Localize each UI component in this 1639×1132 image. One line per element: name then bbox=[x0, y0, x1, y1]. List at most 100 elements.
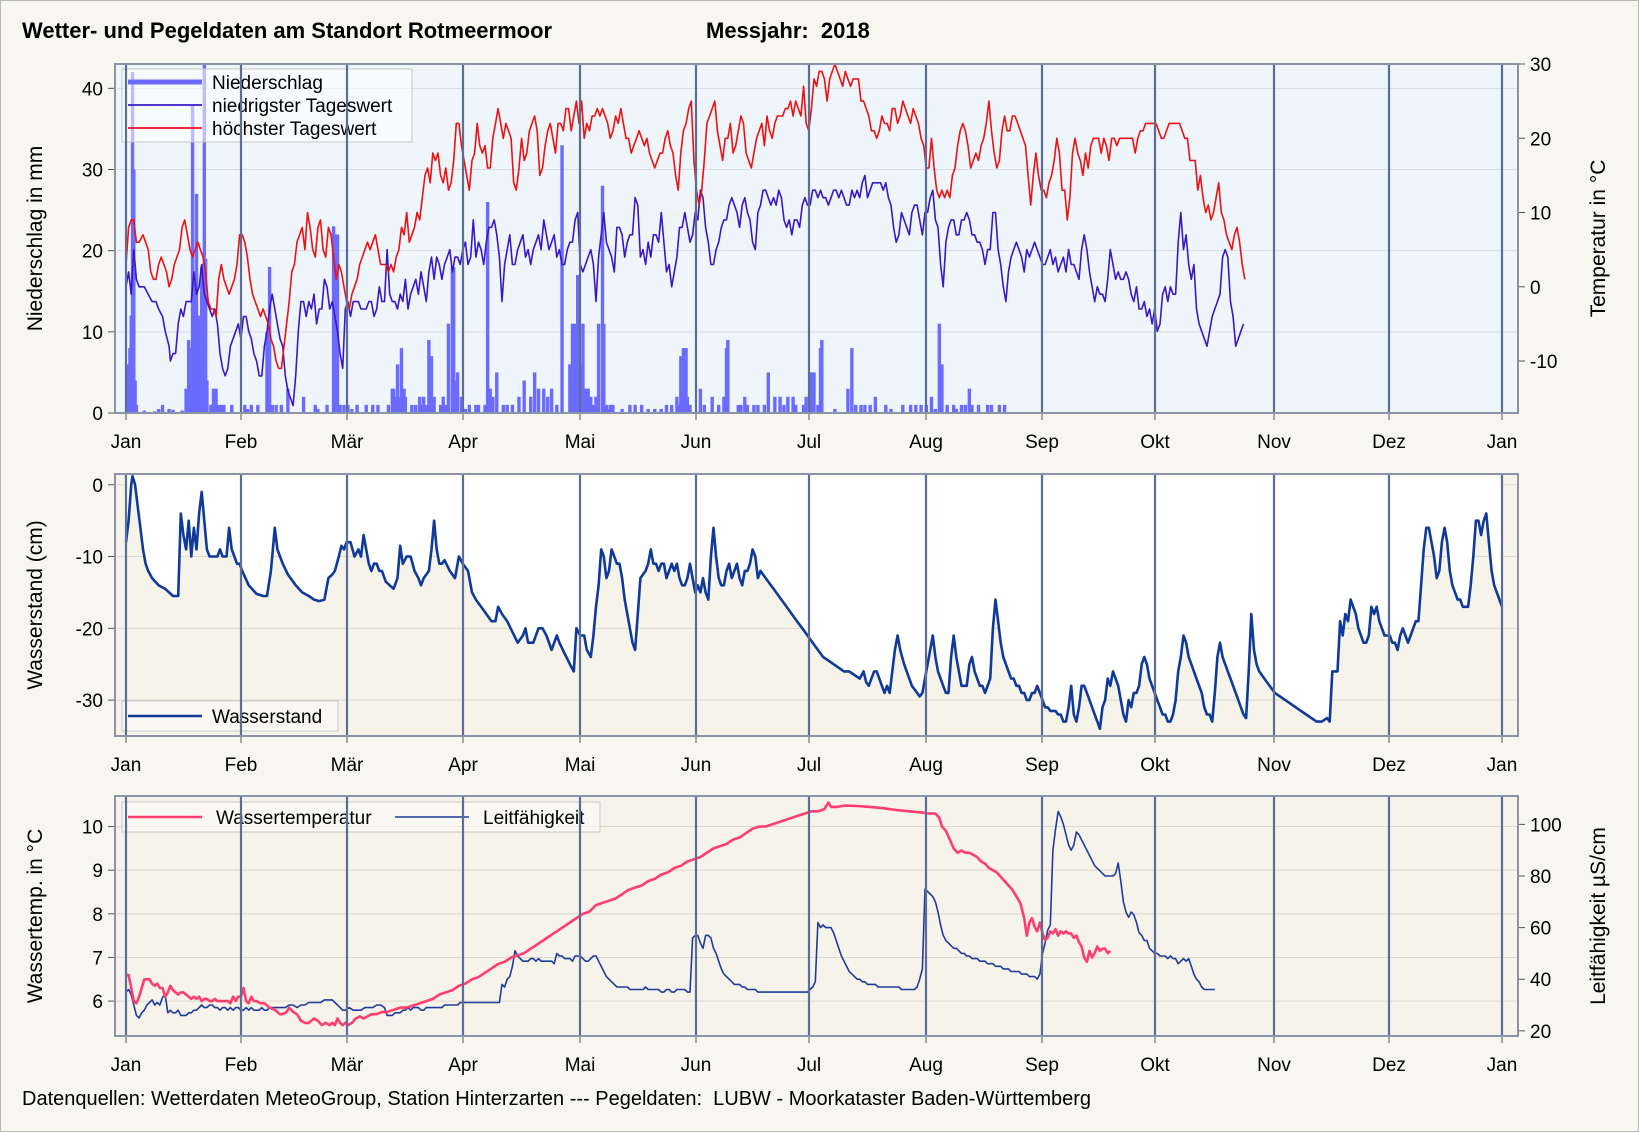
precipitation-bar bbox=[778, 396, 782, 413]
water-level-line bbox=[124, 474, 1504, 731]
precipitation-bar bbox=[937, 323, 942, 413]
precipitation-bar bbox=[532, 372, 537, 413]
precipitation-bar bbox=[510, 404, 515, 413]
precipitation-bar bbox=[653, 408, 657, 413]
precipitation-bar bbox=[203, 258, 208, 413]
precipitation-bar bbox=[889, 408, 893, 413]
precipitation-bar bbox=[549, 388, 554, 413]
y-tick-label: -30 bbox=[76, 691, 103, 712]
precipitation-bar bbox=[659, 408, 663, 413]
x-tick-label: Aug bbox=[909, 755, 943, 776]
precipitation-bar bbox=[611, 404, 615, 413]
precipitation-bar bbox=[421, 396, 426, 413]
precipitation-bar bbox=[313, 404, 317, 413]
precipitation-bar bbox=[560, 145, 564, 414]
precipitation-bar bbox=[243, 404, 247, 413]
precipitation-bar bbox=[854, 404, 858, 413]
conductivity-line bbox=[125, 810, 1215, 1019]
precipitation-bar bbox=[583, 388, 588, 413]
x-tick-label: Apr bbox=[448, 432, 478, 453]
precipitation-bar bbox=[202, 64, 207, 413]
precipitation-bar bbox=[249, 404, 254, 413]
y-tick-label: 9 bbox=[92, 861, 103, 882]
x-tick-label: Aug bbox=[909, 1055, 943, 1076]
precipitation-bar bbox=[954, 408, 958, 413]
precipitation-bar bbox=[338, 404, 342, 413]
precipitation-bar bbox=[184, 388, 188, 413]
precipitation-bar bbox=[376, 404, 380, 413]
precipitation-bar bbox=[501, 404, 505, 413]
precipitation-bar bbox=[200, 266, 204, 413]
precipitation-bar bbox=[536, 388, 541, 413]
precipitation-bar bbox=[395, 364, 400, 413]
x-tick-label: Jan bbox=[111, 1055, 142, 1076]
precipitation-bar bbox=[364, 404, 368, 413]
x-tick-label: Feb bbox=[225, 432, 258, 453]
plot-border bbox=[114, 795, 1519, 1037]
precipitation-bar bbox=[171, 409, 175, 413]
precipitation-bar bbox=[591, 404, 596, 413]
x-tick-label: Apr bbox=[448, 755, 478, 776]
precipitation-bar bbox=[846, 388, 850, 413]
x-tick-label: Mai bbox=[565, 432, 596, 453]
precipitation-bar bbox=[628, 404, 632, 413]
precipitation-bar bbox=[633, 404, 637, 413]
precipitation-bar bbox=[722, 396, 726, 413]
precipitation-bar bbox=[444, 404, 448, 413]
precipitation-bar bbox=[160, 404, 165, 413]
precipitation-bar bbox=[951, 404, 956, 413]
precipitation-bar bbox=[265, 331, 269, 413]
precipitation-bar bbox=[801, 404, 806, 413]
x-tick-label: Nov bbox=[1257, 755, 1291, 776]
precipitation-bar bbox=[441, 396, 445, 413]
precipitation-bar bbox=[959, 404, 964, 413]
precipitation-bar bbox=[963, 404, 968, 413]
precipitation-bar bbox=[270, 404, 274, 413]
precipitation-bar bbox=[186, 339, 191, 413]
precipitation-bar bbox=[820, 339, 824, 413]
precipitation-bar bbox=[463, 408, 468, 413]
precipitation-bar bbox=[335, 234, 340, 413]
precipitation-bar bbox=[342, 404, 346, 413]
legend-label: niedrigster Tageswert bbox=[212, 96, 393, 117]
precipitation-bar bbox=[133, 380, 137, 413]
y-axis-label: Wassertemp. in °C bbox=[24, 829, 47, 1004]
precipitation-bar bbox=[432, 396, 436, 413]
x-tick-label: Jan bbox=[111, 755, 142, 776]
precipitation-bar bbox=[919, 404, 923, 413]
precipitation-bar bbox=[570, 323, 575, 413]
x-tick-label: Jul bbox=[797, 432, 821, 453]
precipitation-bar bbox=[743, 396, 747, 413]
precipitation-bar bbox=[702, 404, 707, 413]
precipitation-bar bbox=[190, 104, 195, 414]
x-tick-label: Jun bbox=[681, 1055, 712, 1076]
x-tick-label: Okt bbox=[1140, 1055, 1170, 1076]
precipitation-bar bbox=[639, 404, 644, 413]
precipitation-bar bbox=[403, 396, 408, 413]
precipitation-bar bbox=[410, 404, 414, 413]
precipitation-bar bbox=[989, 404, 994, 413]
precipitation-bar bbox=[467, 404, 472, 413]
precipitation-bar bbox=[414, 404, 418, 413]
y-tick-label: 10 bbox=[82, 323, 103, 344]
y-right-tick-label: 40 bbox=[1530, 970, 1551, 991]
legend-label: Wassertemperatur bbox=[216, 808, 372, 829]
legend-label: Wasserstand bbox=[212, 707, 322, 728]
y-right-tick-label: 30 bbox=[1530, 55, 1551, 76]
precipitation-bar bbox=[710, 396, 714, 413]
precipitation-bar bbox=[791, 396, 795, 413]
data-source-footer: Datenquellen: Wetterdaten MeteoGroup, St… bbox=[22, 1088, 1092, 1110]
x-tick-label: Nov bbox=[1257, 1055, 1291, 1076]
x-tick-label: Aug bbox=[909, 432, 943, 453]
y-right-axis-label: Leitfähigkeit µS/cm bbox=[1587, 827, 1610, 1005]
x-tick-label: Jan bbox=[1487, 1055, 1518, 1076]
precipitation-bar bbox=[279, 404, 284, 413]
y-tick-label: 30 bbox=[82, 161, 103, 182]
plot-area-3 bbox=[115, 796, 1518, 1036]
precipitation-bar bbox=[736, 404, 740, 413]
precipitation-bar bbox=[274, 404, 278, 413]
y-right-tick-label: 20 bbox=[1530, 1022, 1551, 1043]
temp-max-line bbox=[125, 63, 1246, 370]
precipitation-bar bbox=[418, 396, 422, 413]
precipitation-bar bbox=[485, 201, 490, 413]
